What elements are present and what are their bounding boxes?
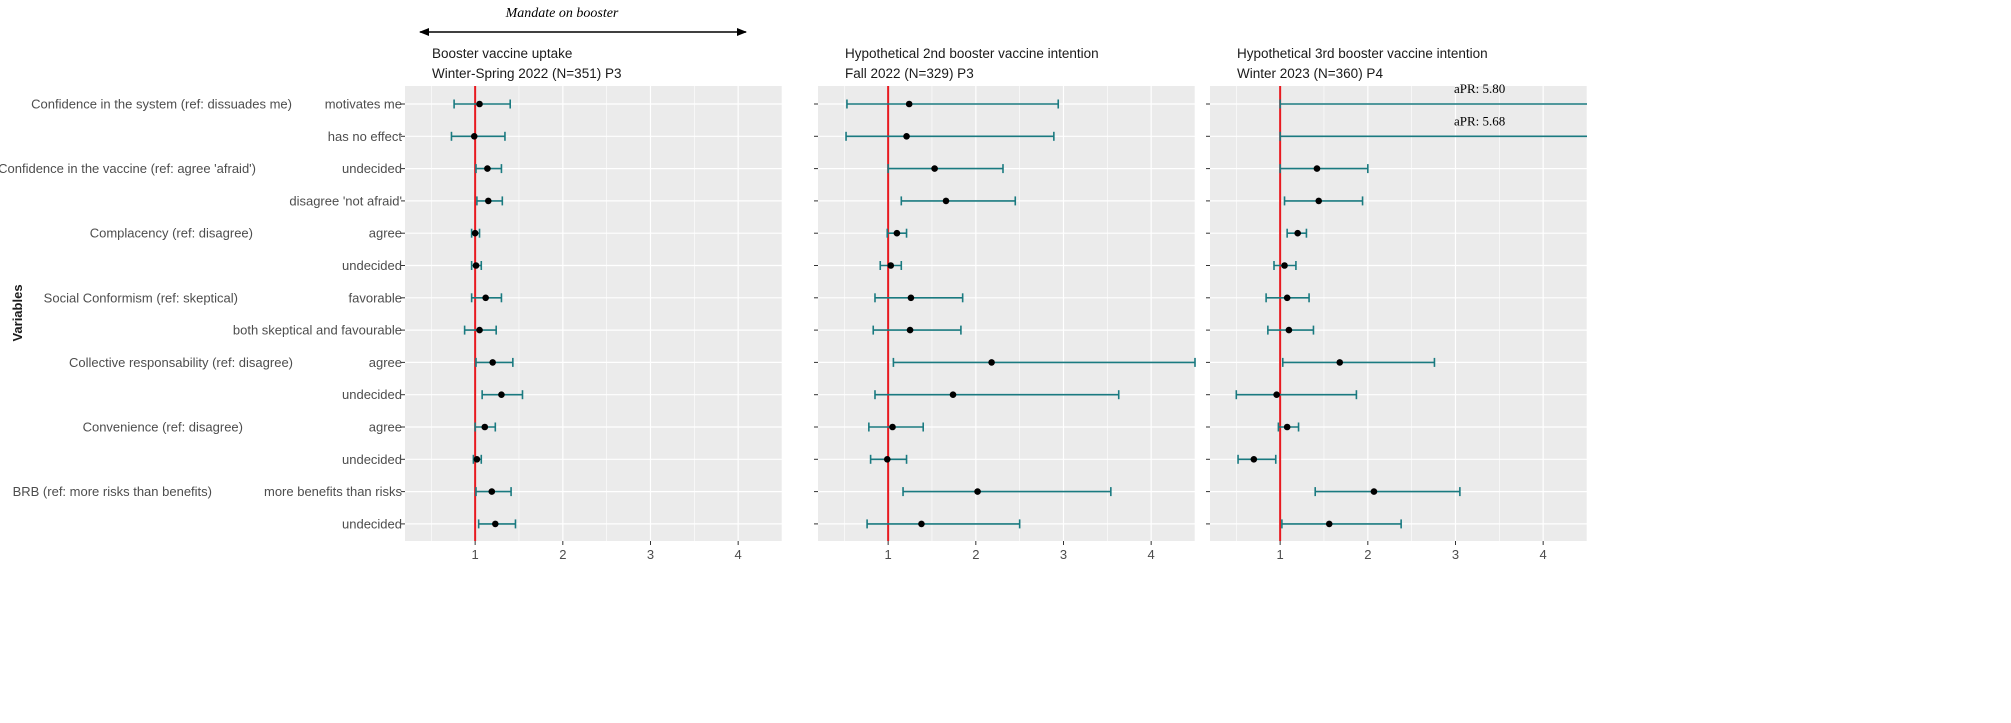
panel-2: Hypothetical 2nd booster vaccine intenti… (814, 46, 1196, 562)
row-labels: Confidence in the system (ref: dissuades… (0, 97, 402, 532)
row-variable-label: Social Conformism (ref: skeptical) (44, 290, 238, 305)
x-tick-label: 1 (1277, 547, 1284, 562)
point-estimate (472, 262, 480, 269)
point-estimate (905, 100, 913, 108)
row-level-label: undecided (342, 516, 402, 531)
point-estimate (1315, 197, 1323, 205)
x-tick-label: 2 (559, 547, 566, 562)
point-estimate (942, 197, 950, 205)
point-estimate (974, 488, 981, 495)
point-estimate (1336, 359, 1344, 366)
x-tick-label: 1 (472, 547, 479, 562)
x-tick-label: 2 (1364, 547, 1371, 562)
point-estimate (470, 133, 478, 140)
point-estimate (1283, 294, 1291, 302)
point-estimate (488, 488, 496, 495)
x-tick-label: 4 (1540, 547, 1547, 562)
point-estimate (1273, 391, 1280, 399)
point-estimate (492, 520, 499, 528)
row-level-label: undecided (342, 387, 402, 402)
point-estimate (1285, 326, 1293, 334)
row-level-label: motivates me (325, 97, 402, 112)
x-tick-label: 1 (885, 547, 892, 562)
row-level-label: has no effect (328, 129, 403, 144)
point-estimate (1283, 423, 1291, 431)
panel-1: Booster vaccine uptake Winter-Spring 2022… (401, 46, 783, 562)
y-axis-title: Variables (10, 284, 25, 341)
panel-subtitle: Winter-Spring 2022 (N=351) P3 (432, 66, 621, 81)
point-estimate (471, 229, 479, 237)
point-estimate (988, 359, 995, 366)
point-estimate (907, 294, 915, 302)
row-level-label: agree (369, 420, 402, 435)
row-level-label: undecided (342, 258, 402, 273)
panel-background (1210, 86, 1587, 541)
point-estimate (949, 391, 957, 399)
point-estimate (484, 197, 492, 205)
apr-annotation: aPR: 5.80 (1454, 81, 1505, 96)
point-estimate (918, 520, 925, 528)
point-estimate (889, 423, 896, 431)
point-estimate (1250, 456, 1258, 463)
panel-title: Hypothetical 2nd booster vaccine intenti… (845, 46, 1099, 61)
row-level-label: favorable (349, 290, 402, 305)
x-tick-label: 4 (1148, 547, 1155, 562)
row-level-label: disagree 'not afraid' (289, 193, 402, 208)
panel-background (405, 86, 782, 541)
point-estimate (1281, 262, 1288, 269)
point-estimate (1370, 488, 1378, 495)
x-tick-label: 3 (647, 547, 654, 562)
panel-subtitle: Fall 2022 (N=329) P3 (845, 66, 974, 81)
row-variable-label: Convenience (ref: disagree) (83, 420, 243, 435)
row-variable-label: Collective responsability (ref: disagree… (69, 355, 293, 370)
row-variable-label: BRB (ref: more risks than benefits) (13, 484, 212, 499)
row-level-label: undecided (342, 161, 402, 176)
panels: Booster vaccine uptake Winter-Spring 2022… (401, 46, 1588, 562)
row-level-label: more benefits than risks (264, 484, 403, 499)
point-estimate (1325, 520, 1333, 528)
panel-subtitle: Winter 2023 (N=360) P4 (1237, 66, 1383, 81)
panel-3: Hypothetical 3rd booster vaccine intenti… (1206, 46, 1588, 562)
x-tick-label: 2 (972, 547, 979, 562)
row-level-label: both skeptical and favourable (233, 323, 402, 338)
panel-title: Booster vaccine uptake (432, 46, 572, 61)
x-tick-label: 4 (735, 547, 742, 562)
point-estimate (473, 456, 481, 463)
point-estimate (931, 165, 938, 172)
point-estimate (481, 423, 489, 431)
point-estimate (893, 229, 901, 237)
row-level-label: agree (369, 226, 402, 241)
point-estimate (903, 133, 910, 140)
point-estimate (887, 262, 895, 269)
x-tick-label: 3 (1452, 547, 1459, 562)
point-estimate (1294, 229, 1301, 237)
point-estimate (476, 326, 483, 334)
point-estimate (482, 294, 489, 302)
row-level-label: undecided (342, 452, 402, 467)
row-variable-label: Confidence in the vaccine (ref: agree 'a… (0, 161, 256, 176)
point-estimate (484, 165, 491, 172)
row-variable-label: Complacency (ref: disagree) (90, 226, 253, 241)
x-tick-label: 3 (1060, 547, 1067, 562)
row-variable-label: Confidence in the system (ref: dissuades… (31, 97, 292, 112)
point-estimate (489, 359, 496, 366)
point-estimate (476, 100, 483, 108)
panel-background (818, 86, 1195, 541)
point-estimate (498, 391, 505, 399)
apr-annotation: aPR: 5.68 (1454, 113, 1505, 128)
point-estimate (906, 326, 914, 334)
point-estimate (1313, 165, 1321, 172)
panel-title: Hypothetical 3rd booster vaccine intenti… (1237, 46, 1488, 61)
row-level-label: agree (369, 355, 402, 370)
point-estimate (883, 456, 891, 463)
mandate-label: Mandate on booster (505, 6, 619, 21)
mandate-annotation: Mandate on booster (419, 6, 747, 36)
